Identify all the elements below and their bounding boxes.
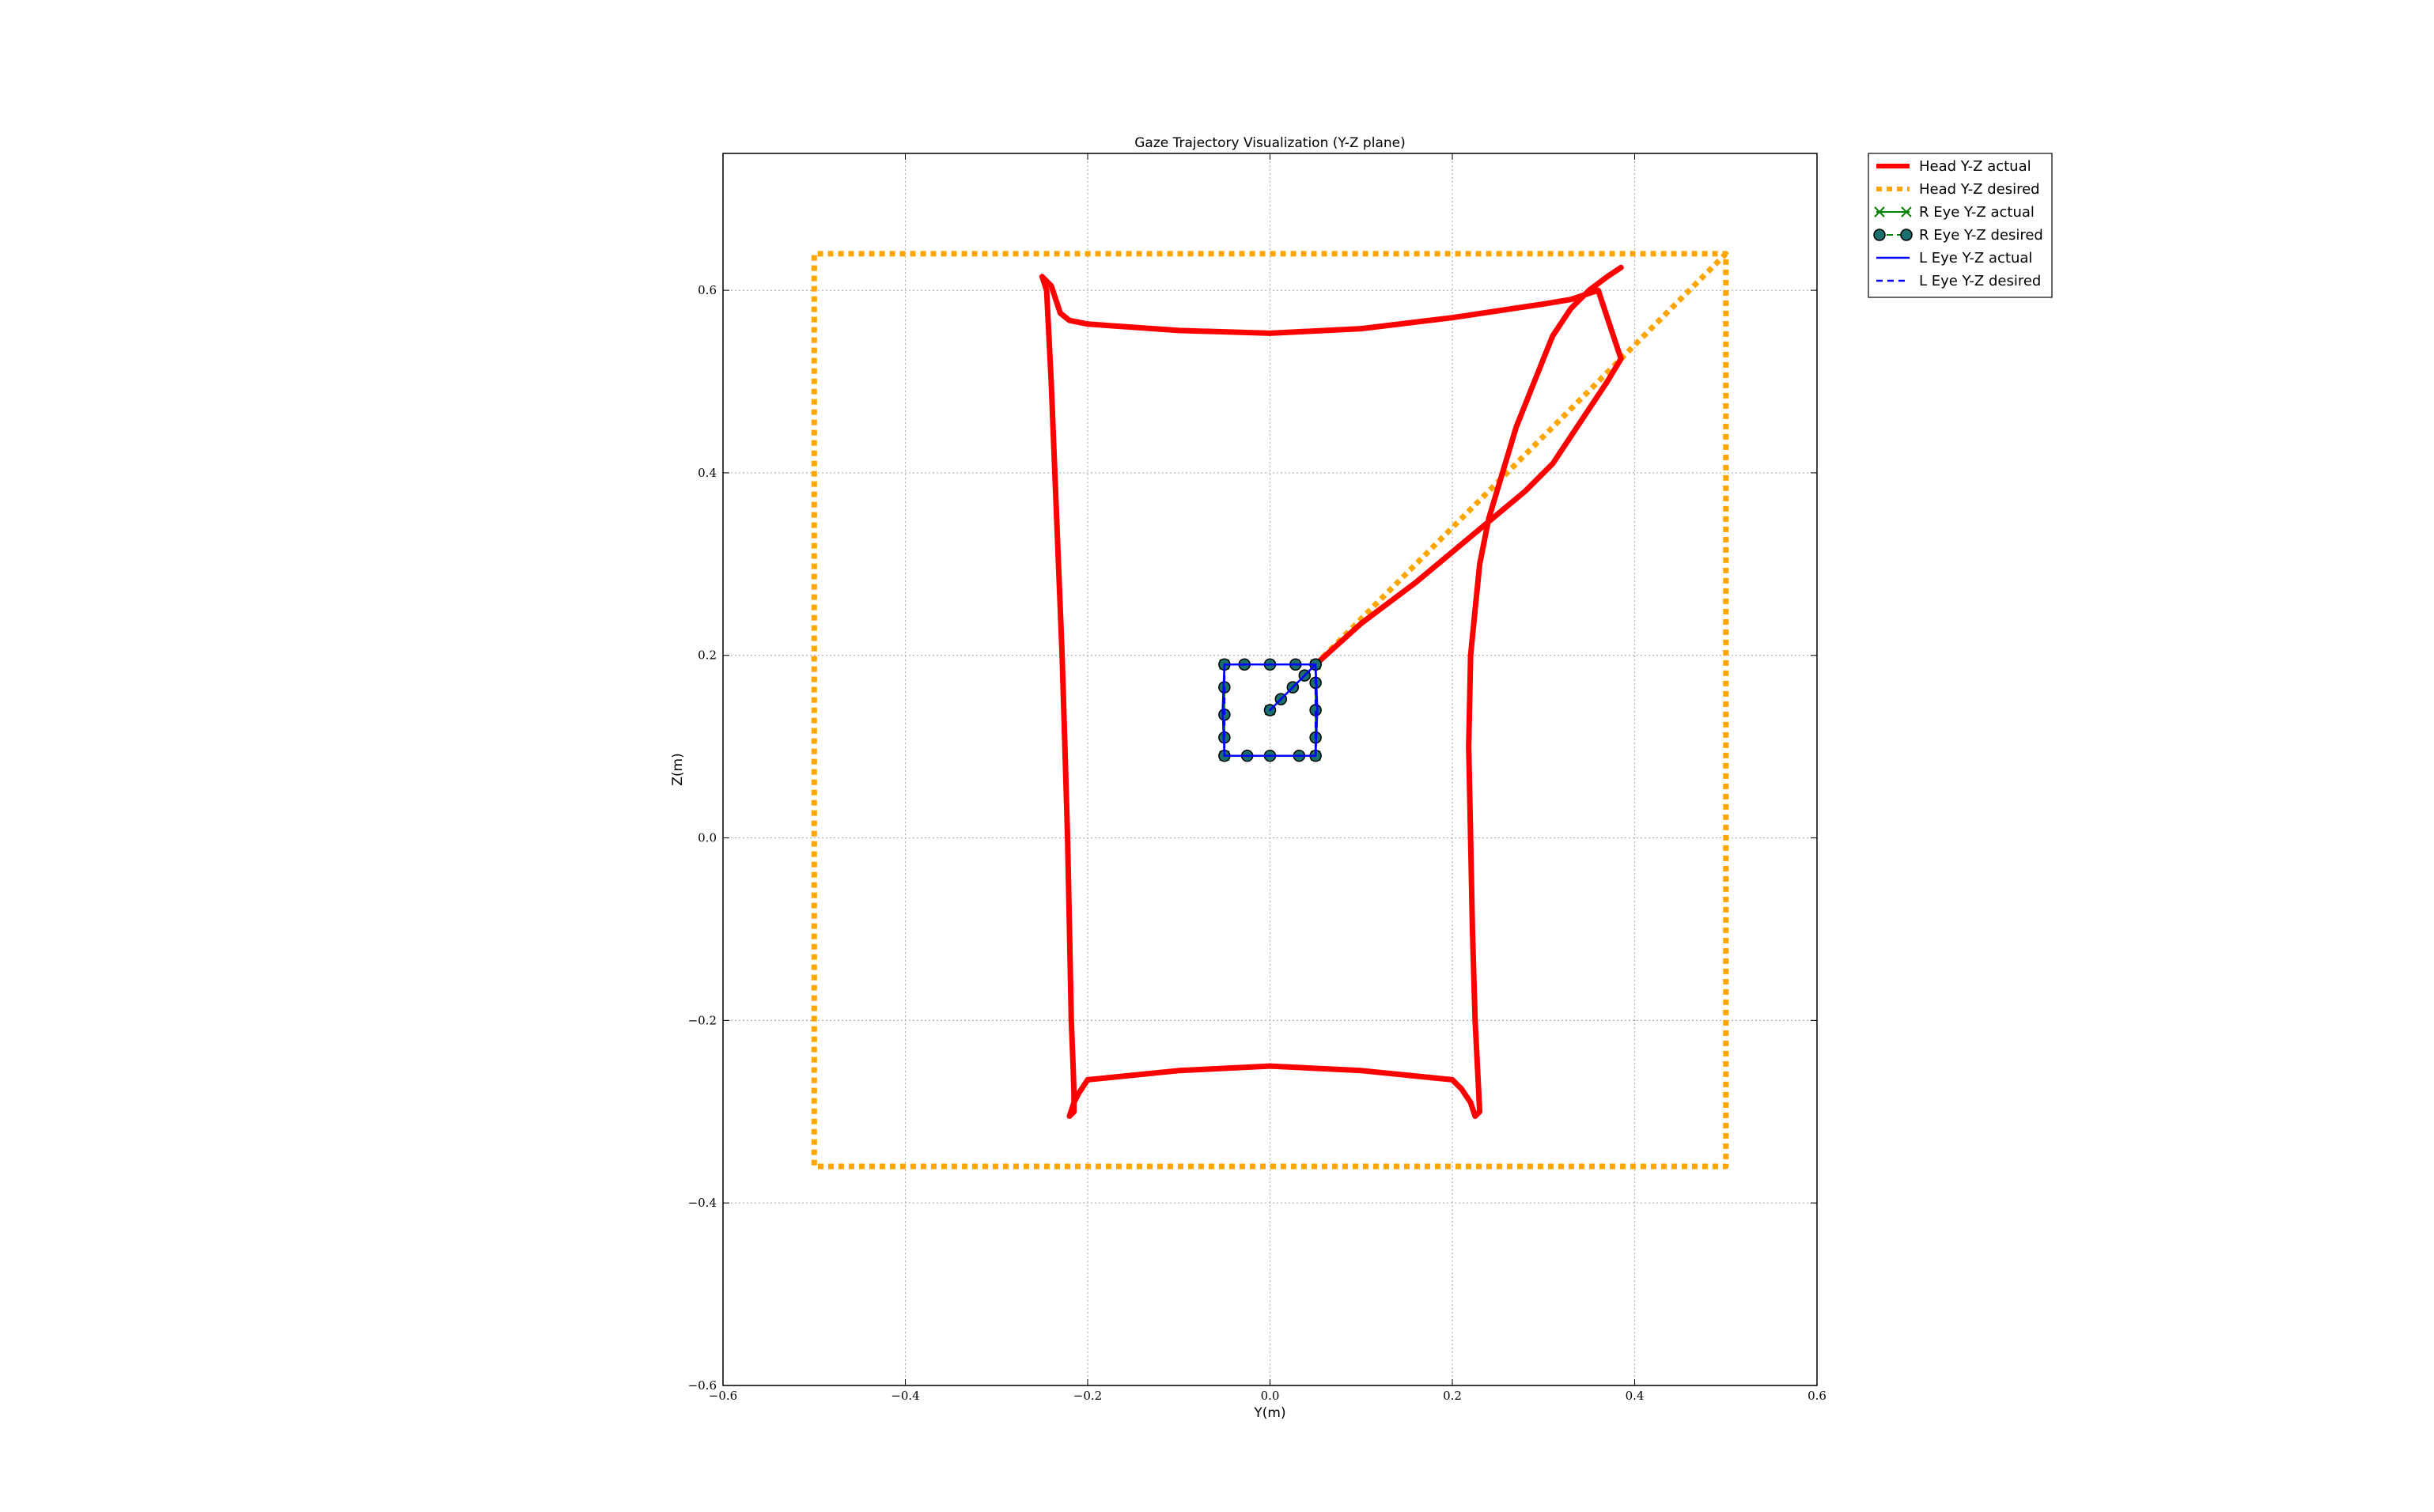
legend-marker-r-eye-y-z-actual xyxy=(1874,206,1885,217)
legend-label-head-y-z-actual: Head Y-Z actual xyxy=(1919,158,2031,175)
legend-box xyxy=(1868,153,2053,298)
y-tick-label: 0.6 xyxy=(698,283,717,297)
x-tick-label: 0.6 xyxy=(1808,1389,1826,1403)
legend-label-l-eye-y-z-desired: L Eye Y-Z desired xyxy=(1919,273,2041,289)
x-tick-label: 0.0 xyxy=(1261,1389,1280,1403)
series-line-l-eye-y-z-desired xyxy=(1223,663,1317,757)
legend-marker-r-eye-y-z-actual xyxy=(1901,206,1912,217)
legend-marker-r-eye-y-z-desired xyxy=(1873,229,1886,241)
x-axis-label: Y(m) xyxy=(1253,1405,1285,1421)
x-tick-label: −0.2 xyxy=(1073,1389,1102,1403)
x-tick-label: 0.4 xyxy=(1626,1389,1645,1403)
x-tick-label: 0.2 xyxy=(1443,1389,1462,1403)
series-layer xyxy=(811,251,1729,1170)
legend: Head Y-Z actual Head Y-Z desired R Eye Y-Z… xyxy=(1868,153,2053,298)
y-tick-label: −0.2 xyxy=(688,1013,717,1027)
y-tick-label: −0.6 xyxy=(688,1378,717,1393)
legend-label-head-y-z-desired: Head Y-Z desired xyxy=(1919,181,2040,198)
chart-title: Gaze Trajectory Visualization (Y-Z plane… xyxy=(1134,135,1405,151)
grid-layer xyxy=(722,153,1818,1386)
y-tick-label: −0.4 xyxy=(688,1196,717,1210)
legend-label-l-eye-y-z-actual: L Eye Y-Z actual xyxy=(1919,250,2032,266)
y-axis-label: Z(m) xyxy=(670,753,686,785)
plot-frame xyxy=(722,153,1818,1386)
legend-label-r-eye-y-z-desired: R Eye Y-Z desired xyxy=(1919,227,2043,244)
series-line-head-y-z-desired xyxy=(811,251,1729,1170)
series-line-head-y-z-actual xyxy=(1039,264,1624,1119)
y-tick-label: 0.4 xyxy=(698,466,717,480)
y-tick-label: 0.2 xyxy=(698,648,717,663)
x-tick-label: −0.6 xyxy=(709,1389,737,1403)
x-tick-label: −0.4 xyxy=(891,1389,919,1403)
legend-label-r-eye-y-z-actual: R Eye Y-Z actual xyxy=(1919,204,2035,221)
ticks-layer: −0.6 −0.4 −0.2 0.0 0.2 0.4 0.6 −0.6 −0.4 −0.2 0.0 0… xyxy=(688,153,1826,1403)
y-tick-label: 0.0 xyxy=(698,831,717,845)
legend-marker-r-eye-y-z-desired xyxy=(1900,229,1913,241)
